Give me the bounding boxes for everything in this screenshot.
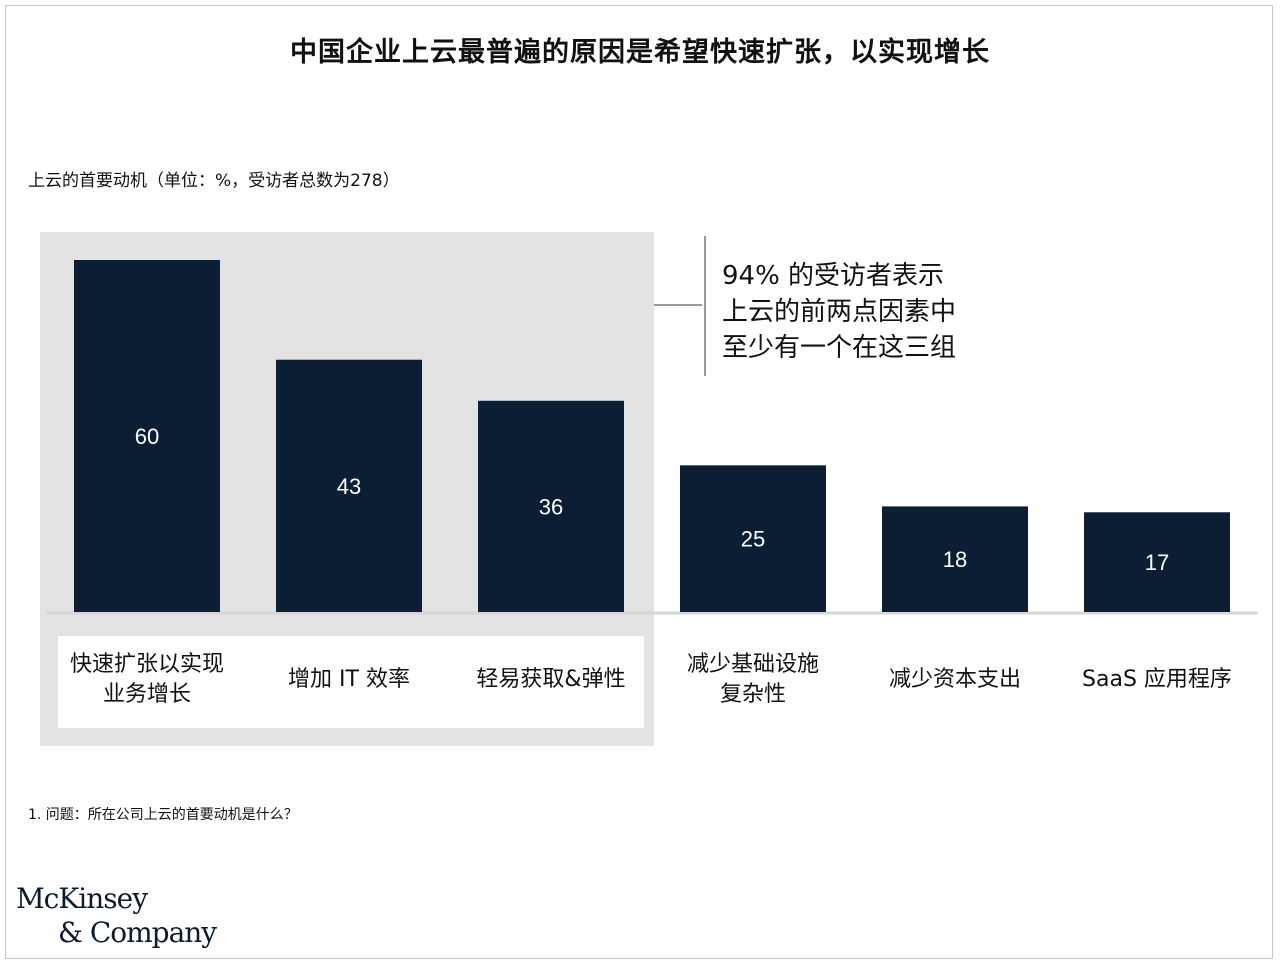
logo-line-1: McKinsey bbox=[16, 882, 148, 915]
footnote: 1. 问题：所在公司上云的首要动机是什么？ bbox=[28, 807, 298, 823]
category-label-2: 轻易获取&弹性 bbox=[476, 667, 626, 692]
callout-connector bbox=[654, 304, 702, 306]
bar-5 bbox=[1084, 512, 1230, 612]
bar-value-label-2: 36 bbox=[539, 494, 563, 519]
bar-value-label-3: 25 bbox=[741, 527, 765, 552]
mckinsey-logo: McKinsey & Company bbox=[16, 882, 217, 950]
logo-line-2: & Company bbox=[58, 916, 217, 949]
category-label-4: 减少资本支出 bbox=[888, 667, 1021, 692]
bar-value-label-0: 60 bbox=[135, 424, 159, 449]
bar-1 bbox=[276, 359, 422, 612]
category-label-0: 快速扩张以实现 业务增长 bbox=[69, 652, 224, 707]
category-label-5: SaaS 应用程序 bbox=[1082, 667, 1232, 692]
callout-bracket-line bbox=[704, 236, 706, 376]
chart-subtitle: 上云的首要动机（单位：%，受访者总数为278） bbox=[28, 171, 400, 191]
chart-title: 中国企业上云最普遍的原因是希望快速扩张，以实现增长 bbox=[290, 37, 990, 68]
bar-value-label-5: 17 bbox=[1145, 550, 1169, 575]
category-label-3: 减少基础设施 复杂性 bbox=[686, 652, 819, 707]
bar-value-label-1: 43 bbox=[337, 474, 361, 499]
bar-3 bbox=[680, 465, 826, 612]
bar-4 bbox=[882, 506, 1028, 612]
callout-text: 94% 的受访者表示 上云的前两点因素中 至少有一个在这三组 bbox=[722, 261, 957, 363]
highlight-label-box bbox=[58, 636, 644, 728]
bar-0 bbox=[74, 260, 220, 612]
chart-frame bbox=[5, 5, 1273, 959]
category-label-1: 增加 IT 效率 bbox=[288, 667, 410, 692]
bar-value-label-4: 18 bbox=[943, 547, 967, 572]
bar-2 bbox=[478, 400, 624, 612]
